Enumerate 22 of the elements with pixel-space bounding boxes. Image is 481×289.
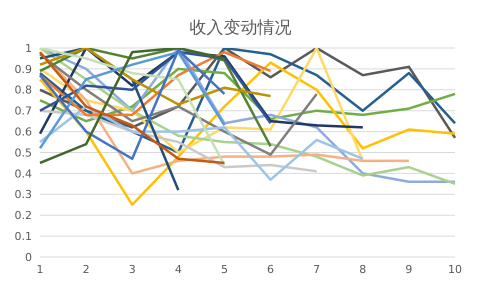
y-tick-label: 0 xyxy=(25,250,32,264)
y-tick-label: 0.3 xyxy=(14,188,32,202)
x-tick-label: 5 xyxy=(220,262,228,276)
y-tick-label: 0.1 xyxy=(14,230,32,244)
x-tick-label: 2 xyxy=(82,262,90,276)
x-tick-label: 6 xyxy=(267,262,274,276)
y-tick-label: 0.5 xyxy=(14,146,32,160)
y-tick-label: 0.7 xyxy=(14,104,32,118)
y-tick-label: 0.9 xyxy=(14,62,32,76)
y-tick-label: 1 xyxy=(25,42,32,55)
y-tick-label: 0.6 xyxy=(14,126,32,139)
x-tick-label: 8 xyxy=(359,262,366,276)
y-tick-label: 0.4 xyxy=(14,167,32,180)
chart-title: 收入变动情况 xyxy=(188,17,292,40)
y-tick-label: 0.2 xyxy=(14,209,32,222)
y-tick-label: 0.8 xyxy=(14,84,32,97)
x-tick-label: 1 xyxy=(36,262,44,276)
x-tick-label: 3 xyxy=(128,262,136,276)
x-tick-label: 10 xyxy=(448,262,462,276)
x-tick-label: 9 xyxy=(405,262,412,276)
x-tick-label: 4 xyxy=(174,262,182,276)
x-tick-label: 7 xyxy=(313,262,320,276)
